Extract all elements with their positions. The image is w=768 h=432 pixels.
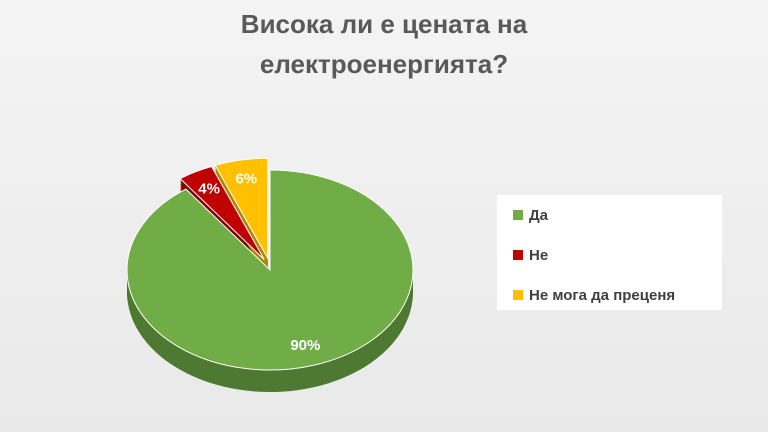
legend-label: Да bbox=[529, 207, 549, 224]
slice bbox=[126, 169, 414, 371]
data-label: 4% bbox=[198, 180, 220, 197]
legend-swatch bbox=[513, 250, 523, 260]
legend-swatch bbox=[513, 210, 523, 220]
legend-label: Не bbox=[529, 247, 548, 264]
data-label: 6% bbox=[235, 171, 257, 188]
legend-box bbox=[497, 195, 722, 310]
legend-label: Не мога да преценя bbox=[529, 287, 675, 304]
slice bbox=[179, 165, 265, 260]
chart-title: Висока ли е цената на електроенергията? bbox=[240, 9, 528, 79]
slice bbox=[214, 157, 269, 261]
legend-swatch bbox=[513, 290, 523, 300]
data-label: 90% bbox=[290, 337, 320, 354]
